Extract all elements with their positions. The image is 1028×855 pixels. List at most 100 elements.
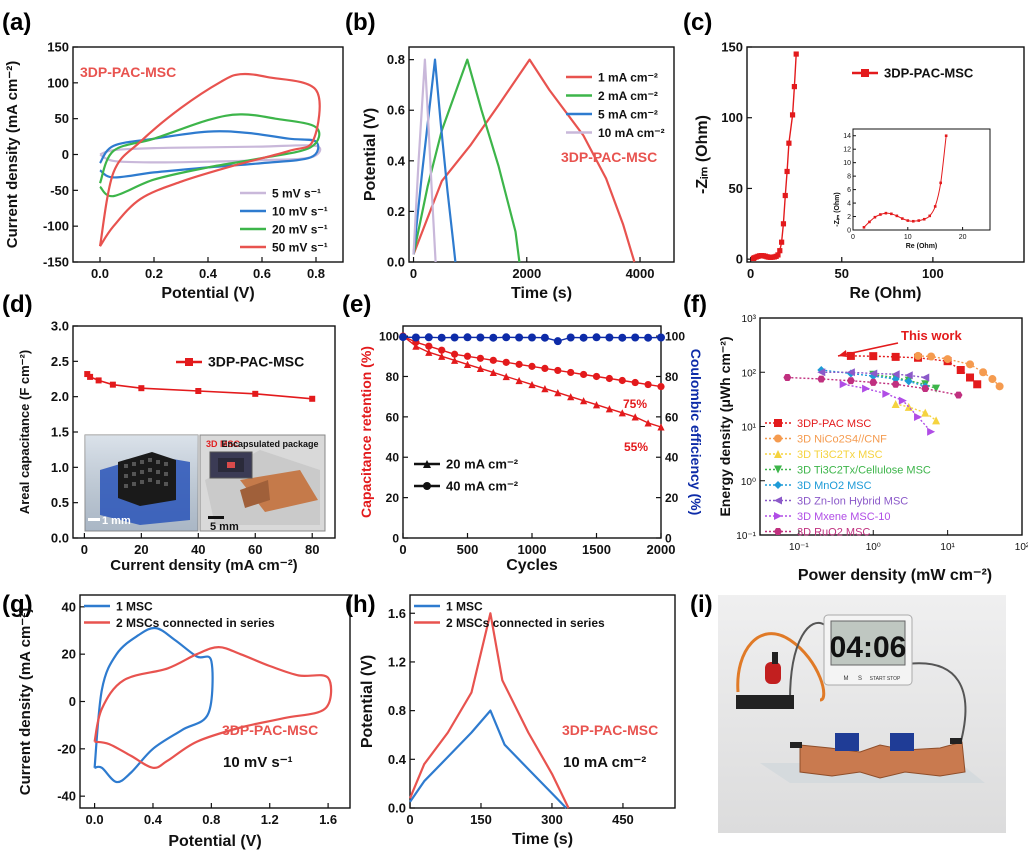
- chart-e-legend-1-label: 40 mA cm⁻²: [446, 479, 519, 494]
- chart-d-point-1: [87, 373, 94, 380]
- label-encapsulated-line: Encapsulated package: [221, 439, 318, 449]
- chart-h-xtick-label-1: 150: [470, 812, 492, 827]
- chart-a-legend-3-label: 50 mV s⁻¹: [272, 241, 328, 255]
- chart-c-inset-ytick-label-0: 0: [847, 228, 851, 235]
- chart-g-ytick-label-3: 20: [62, 647, 76, 662]
- chart-a-xtick-label-3: 0.6: [253, 266, 271, 281]
- chart-f-series-3: [873, 374, 937, 390]
- chart-g-ytick-label-1: -20: [57, 741, 76, 756]
- chart-a-xtick-label-4: 0.8: [307, 266, 325, 281]
- chart-f-series-0-point-2: [891, 352, 900, 361]
- chart-e-series-1-point-6: [476, 354, 484, 362]
- panel-label-i: (i): [690, 591, 713, 618]
- chart-d-point-2: [95, 377, 102, 384]
- chart-b-series-2: [412, 58, 457, 263]
- chart-h-ytick-label-1: 0.4: [388, 752, 407, 767]
- chart-f-xlabel: Power density (mW cm⁻²): [798, 567, 992, 584]
- chart-c-inset-point-3: [879, 213, 882, 216]
- chart-e-series-0-point-9: [515, 376, 523, 385]
- chart-f-legend-7-label: 3D RuO2 MSC: [797, 527, 870, 539]
- chart-a-annotation: 3DP-PAC-MSC: [80, 64, 176, 80]
- chart-a-ytick-label-5: 100: [47, 75, 69, 90]
- chart-f-series-0-point-1: [869, 352, 878, 361]
- chart-f-xtick-label-1: 10⁰: [866, 542, 881, 553]
- chart-c-inset-point-9: [911, 219, 915, 223]
- chart-f-series-6-point-1: [862, 384, 871, 393]
- chart-f-ylabel: Energy density (μWh cm⁻²): [717, 336, 733, 516]
- chart-f-legend-2-marker: [774, 450, 782, 458]
- panel-label-b: (b): [345, 9, 376, 36]
- chart-d-xlabel: Current density (mA cm⁻²): [110, 557, 297, 574]
- chart-e-series-0-point-11: [541, 384, 549, 393]
- chart-e-series-0-point-10: [528, 380, 536, 389]
- chart-g-xtick-label-3: 1.2: [261, 812, 279, 827]
- chart-e-efficiency-point-20: [657, 333, 665, 342]
- chart-e-series-0-point-8: [502, 372, 510, 381]
- chart-b-ytick-label-3: 0.6: [387, 103, 405, 118]
- scale-bar-1mm: 1 mm: [102, 515, 131, 527]
- chart-c-legend-marker: [861, 69, 869, 77]
- chart-c-inset-frame: [852, 128, 991, 231]
- chart-f-series-6-point-3: [898, 396, 907, 405]
- chart-a-ytick-label-1: -100: [43, 219, 69, 234]
- chart-d-xtick-label-0: 0: [81, 542, 88, 557]
- chart-d-point-3: [109, 381, 116, 388]
- chart-h-legend-1-label: 2 MSCs connected in series: [446, 616, 605, 630]
- chart-e-ylabel2: Coulombic efficiency (%): [688, 349, 704, 515]
- chart-a-ytick-label-2: -50: [50, 183, 69, 198]
- chart-e-series-1-point-4: [451, 350, 459, 358]
- chart-e-ylabel: Capacitance retention (%): [358, 346, 374, 518]
- chart-f-ytick-label-4: 10³: [742, 314, 757, 325]
- chart-c-xtick-label-1: 50: [835, 266, 849, 281]
- chart-f-legend-0-marker: [774, 419, 782, 427]
- chart-f-series-1-point-1: [927, 352, 936, 361]
- demo-photo: 04:06 M S START STOP: [718, 595, 1006, 833]
- chart-e-series-0-point-5: [463, 360, 472, 368]
- chart-c-inset-point-14: [939, 181, 942, 185]
- chart-c-line: [752, 54, 797, 260]
- chart-c-inset-ytick-label-5: 10: [843, 160, 851, 167]
- chart-g-legend-1-label: 2 MSCs connected in series: [116, 616, 275, 630]
- chart-b-series-3: [412, 58, 437, 263]
- inset-photo-device: 1 mm: [84, 434, 199, 532]
- chart-h-annotation: 3DP-PAC-MSC: [562, 722, 658, 738]
- chart-a-series-3: [98, 72, 321, 247]
- chart-e-series-0-point-7: [489, 368, 497, 377]
- chart-h-legend-0-label: 1 MSC: [446, 600, 483, 614]
- chart-c-inset-point-12: [928, 214, 932, 218]
- chart-g-xtick-label-0: 0.0: [86, 812, 104, 827]
- chart-e-right-ytick-label-3: 60: [665, 410, 679, 424]
- panel-label-g: (g): [2, 591, 33, 618]
- chart-e-efficiency-point-3: [437, 333, 446, 342]
- chart-f-ytick-label-1: 10⁰: [741, 477, 756, 488]
- chart-c-inset-xlabel: Re (Ohm): [906, 243, 938, 250]
- chart-a-legend-2-label: 20 mV s⁻¹: [272, 223, 328, 237]
- chart-g-xtick-label-4: 1.6: [319, 812, 337, 827]
- chart-c-frame: [746, 46, 1025, 263]
- chart-c-point-23: [793, 51, 799, 57]
- chart-a-xtick-label-0: 0.0: [91, 266, 109, 281]
- chart-f-series-0-point-0: [846, 351, 855, 360]
- chart-d-ytick-label-2: 1.0: [51, 460, 69, 475]
- chart-f-legend-3-marker: [774, 465, 782, 474]
- chart-d-point-7: [309, 395, 316, 402]
- chart-b-xlabel: Time (s): [511, 285, 572, 302]
- timer-display: 04:06: [830, 631, 907, 664]
- chart-e-series-0-point-4: [451, 356, 459, 364]
- chart-b-xtick-label-2: 4000: [626, 266, 655, 281]
- chart-e-efficiency-point-7: [489, 333, 498, 342]
- chart-g-ytick-label-4: 40: [62, 599, 76, 614]
- chart-e-series-0-point-18: [631, 413, 639, 421]
- chart-f-legend-1-label: 3D NiCo2S4//CNF: [797, 434, 887, 446]
- chart-b-ylabel: Potential (V): [362, 108, 379, 201]
- chart-layer: 0.0 0.2 0.4 0.6 0.8-150-100-50050100150Poten…: [4, 40, 1028, 851]
- panel-label-f: (f): [683, 291, 707, 318]
- chart-f-legend-5-label: 3D Zn-Ion Hybrid MSC: [797, 496, 908, 508]
- chart-e-ytick-label-0: 0: [392, 532, 399, 546]
- chart-e-ytick-label-3: 60: [386, 410, 400, 424]
- chart-e-right-ytick-label-0: 0: [665, 532, 672, 546]
- timer-button-m: M: [844, 676, 849, 682]
- chart-d-legend-marker: [185, 358, 193, 366]
- chart-e-series-0-point-16: [605, 405, 613, 413]
- chart-d-xtick-label-3: 60: [248, 542, 262, 557]
